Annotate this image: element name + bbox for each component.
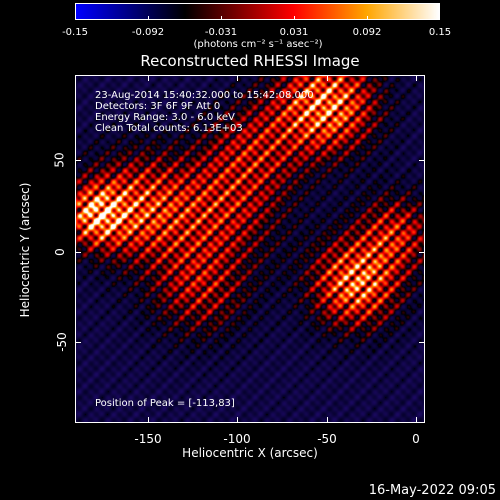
axis-tick <box>75 342 81 343</box>
axis-tick <box>419 252 425 253</box>
axis-tick <box>75 252 81 253</box>
colorbar <box>75 3 440 20</box>
colorbar-tick <box>148 16 149 20</box>
time-range-annotation: 23-Aug-2014 15:40:32.000 to 15:42:08.000 <box>95 90 314 101</box>
y-tick-label: 0 <box>52 248 67 256</box>
clean-counts-annotation: Clean Total counts: 6.13E+03 <box>95 123 243 134</box>
axis-tick <box>148 75 149 81</box>
axis-tick <box>75 160 81 161</box>
x-axis-label: Heliocentric X (arcsec) <box>182 446 318 460</box>
y-tick-label: -50 <box>54 332 69 352</box>
axis-tick <box>416 75 417 81</box>
plot-title: Reconstructed RHESSI Image <box>140 52 360 70</box>
peak-position-annotation: Position of Peak = [-113,83] <box>95 398 235 409</box>
x-tick-label: 0 <box>412 432 420 446</box>
axis-tick <box>419 160 425 161</box>
axis-tick <box>237 417 238 423</box>
colorbar-tick <box>75 16 76 20</box>
colorbar-tick <box>439 16 440 20</box>
colorbar-label: 0.031 <box>279 27 309 38</box>
timestamp-footer: 16-May-2022 09:05 <box>368 483 496 498</box>
axis-tick <box>327 75 328 81</box>
colorbar-label: 0.092 <box>352 27 382 38</box>
axis-tick <box>237 75 238 81</box>
colorbar-label: -0.031 <box>204 27 238 38</box>
y-tick-label: 50 <box>52 152 67 168</box>
colorbar-tick <box>367 16 368 20</box>
colorbar-unit: (photons cm⁻² s⁻¹ asec⁻²) <box>193 39 323 50</box>
colorbar-label: -0.15 <box>62 27 88 38</box>
colorbar-label: 0.15 <box>428 27 452 38</box>
colorbar-tick <box>294 16 295 20</box>
x-tick-label: -50 <box>317 432 337 446</box>
rhessi-image-map <box>76 76 424 422</box>
energy-range-annotation: Energy Range: 3.0 - 6.0 keV <box>95 112 235 123</box>
colorbar-label: -0.092 <box>131 27 165 38</box>
y-axis-label: Heliocentric Y (arcsec) <box>18 182 32 318</box>
x-tick-label: -150 <box>134 432 162 446</box>
axis-tick <box>419 342 425 343</box>
axis-tick <box>148 417 149 423</box>
image-plot: 23-Aug-2014 15:40:32.000 to 15:42:08.000… <box>75 75 425 423</box>
colorbar-tick <box>221 16 222 20</box>
axis-tick <box>327 417 328 423</box>
detectors-annotation: Detectors: 3F 6F 9F Att 0 <box>95 101 221 112</box>
axis-tick <box>416 417 417 423</box>
x-tick-label: -100 <box>223 432 251 446</box>
